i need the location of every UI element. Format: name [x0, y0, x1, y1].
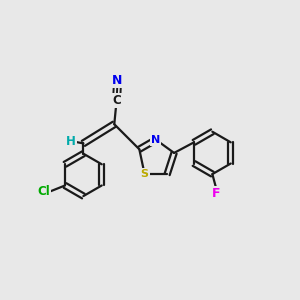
Text: F: F — [212, 187, 220, 200]
Text: Cl: Cl — [38, 185, 50, 198]
Text: S: S — [141, 169, 148, 179]
Text: N: N — [112, 74, 123, 88]
Text: C: C — [112, 94, 121, 106]
Text: N: N — [151, 135, 160, 145]
Text: H: H — [66, 135, 76, 148]
